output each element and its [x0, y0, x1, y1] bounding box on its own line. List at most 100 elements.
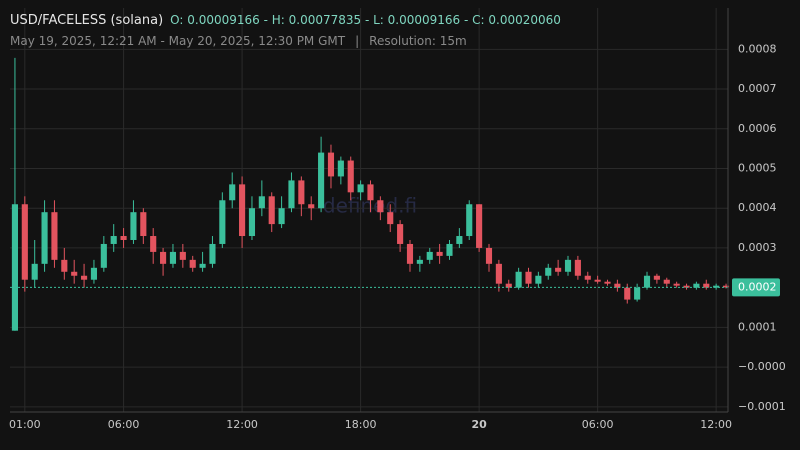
candle-body — [564, 259, 572, 272]
candle-body — [140, 212, 147, 237]
candle-body — [258, 196, 265, 209]
candle-body — [347, 160, 354, 193]
candle-body — [130, 212, 137, 240]
candle-body — [51, 212, 58, 260]
candle-body — [436, 251, 443, 256]
candle-body — [278, 208, 285, 225]
candle-body — [239, 184, 246, 237]
candle-body — [673, 283, 680, 286]
candle-body — [604, 281, 611, 284]
candle-body — [179, 251, 186, 260]
candle-body — [713, 285, 720, 288]
chart-title: USD/FACELESS (solana) — [10, 13, 163, 28]
y-tick-label: 0.0001 — [738, 320, 777, 333]
candle-body — [624, 287, 631, 300]
x-tick-label: 12:00 — [700, 418, 732, 431]
candle-body — [248, 208, 256, 237]
candle-body — [505, 283, 512, 288]
candle-body — [387, 212, 394, 225]
plot-area — [10, 8, 730, 412]
separator: | — [355, 34, 359, 48]
x-tick-label: 18:00 — [345, 418, 377, 431]
candle-body — [722, 285, 730, 288]
candle-body — [476, 204, 483, 248]
candle-body — [535, 275, 542, 284]
candle-body — [485, 247, 493, 264]
resolution: Resolution: 15m — [369, 34, 467, 48]
header: USD/FACELESS (solana) O: 0.00009166 - H: … — [10, 13, 561, 28]
y-tick-label: −0.0000 — [738, 360, 786, 373]
candle-body — [397, 224, 404, 244]
y-tick-label: 0.0004 — [738, 201, 777, 214]
candle-body — [377, 200, 384, 213]
candle-body — [219, 200, 226, 244]
last-price-tag — [732, 278, 780, 297]
candle-body — [288, 180, 295, 209]
candle-body — [229, 184, 236, 201]
candle-body — [199, 263, 206, 268]
x-tick-label: 06:00 — [582, 418, 614, 431]
ohlc-summary: O: 0.00009166 - H: 0.00077835 - L: 0.000… — [170, 13, 561, 27]
candle-body — [160, 251, 167, 264]
candle-body — [466, 204, 473, 237]
candle-body — [426, 251, 433, 260]
candle-body — [525, 271, 532, 284]
candle-body — [515, 271, 522, 288]
x-tick-label: 12:00 — [226, 418, 258, 431]
y-tick-label: 0.0007 — [738, 82, 777, 95]
x-tick-label: 01:00 — [9, 418, 41, 431]
candle-body — [110, 236, 117, 244]
candle-body — [298, 180, 305, 205]
candle-body — [308, 204, 315, 209]
candle-body — [456, 236, 463, 244]
candle-body — [90, 267, 98, 280]
candle-body — [703, 283, 710, 288]
y-tick-label: 0.0003 — [738, 241, 777, 254]
candle-body — [574, 259, 581, 276]
candle-body — [653, 275, 660, 280]
x-tick-label: 06:00 — [108, 418, 140, 431]
last-price-label: 0.0002 — [738, 280, 777, 293]
y-tick-label: 0.0006 — [738, 122, 777, 135]
candle-body — [318, 152, 325, 209]
x-tick-label: 20 — [471, 418, 487, 431]
candle-body — [495, 263, 502, 284]
candle-body — [150, 236, 157, 252]
candle-body — [11, 204, 18, 331]
candle-body — [584, 275, 591, 280]
candle-body — [634, 287, 641, 300]
candle-body — [614, 283, 621, 288]
candle-body — [169, 251, 177, 264]
candle-body — [327, 152, 335, 177]
candle-body — [663, 279, 670, 284]
candle-body — [367, 184, 374, 201]
subtitle: May 19, 2025, 12:21 AM - May 20, 2025, 1… — [10, 34, 346, 48]
candle-body — [31, 263, 38, 280]
candle-body — [41, 212, 48, 264]
candle-body — [268, 196, 275, 225]
candle-body — [120, 236, 127, 240]
candle-body — [545, 267, 552, 276]
candle-body — [81, 275, 88, 280]
candle-body — [21, 204, 28, 280]
candle-body — [189, 259, 196, 268]
candle-body — [406, 243, 414, 264]
candle-body — [337, 160, 344, 177]
candle-body — [643, 275, 651, 288]
candle-body — [71, 271, 78, 276]
candle-body — [693, 283, 700, 288]
candle-body — [100, 243, 107, 268]
y-tick-label: 0.0008 — [738, 42, 777, 55]
candle-body — [555, 267, 562, 272]
candle-body — [209, 243, 216, 264]
candle-body — [61, 259, 68, 272]
candle-body — [416, 259, 423, 264]
candle-body — [594, 279, 601, 282]
candle-body — [683, 285, 690, 288]
y-tick-label: −0.0001 — [738, 400, 786, 413]
subtitle-line: May 19, 2025, 12:21 AM - May 20, 2025, 1… — [10, 34, 467, 48]
candle-body — [446, 243, 453, 256]
y-tick-label: 0.0005 — [738, 161, 777, 174]
candle-body — [357, 184, 364, 193]
